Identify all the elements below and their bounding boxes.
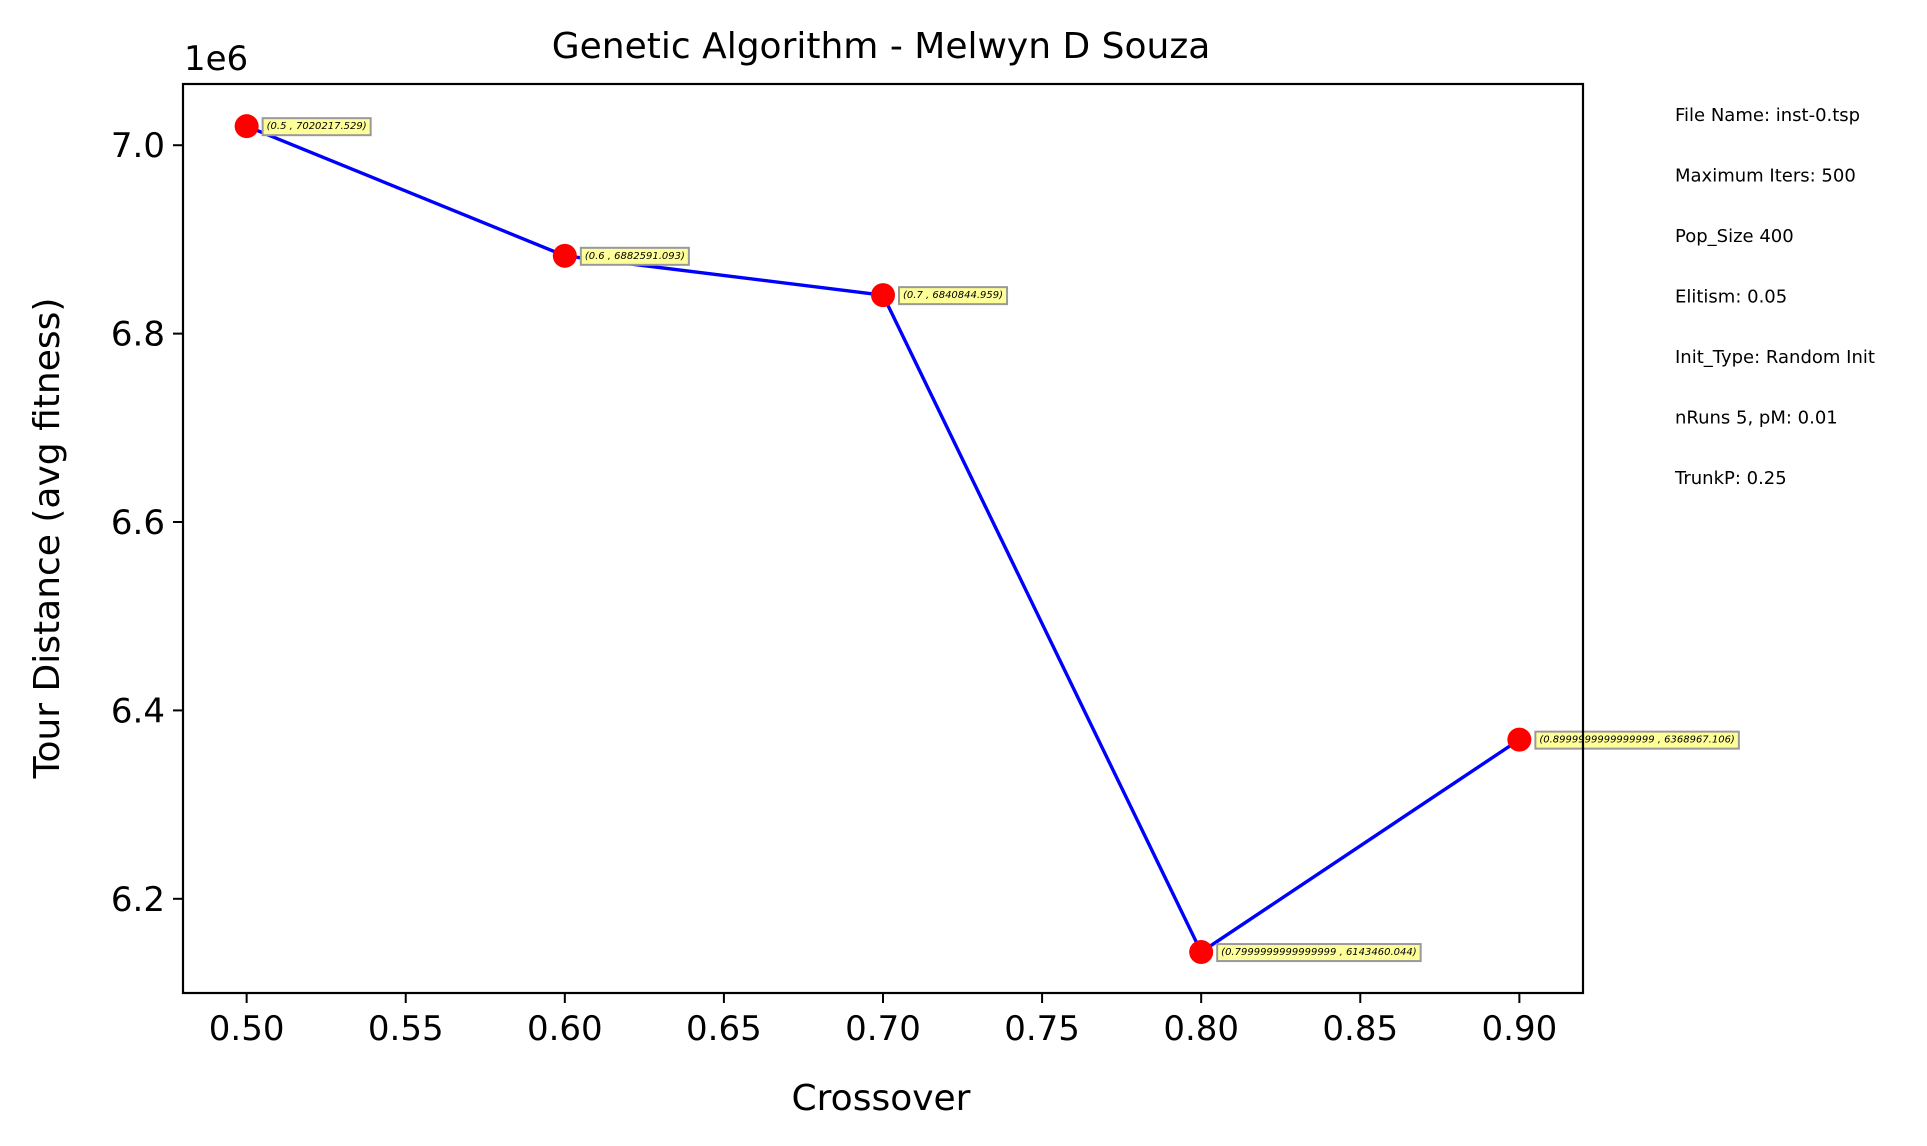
x-tick-label: 0.80: [1163, 1009, 1239, 1049]
y-axis: 6.2 6.4 6.6 6.8 7.0: [111, 126, 183, 920]
annotation-text: (0.7 , 6840844.959): [903, 290, 1003, 301]
parameter-note: Pop_Size 400: [1675, 226, 1794, 247]
x-tick-label: 0.55: [368, 1009, 444, 1049]
annotation-text: (0.5 , 7020217.529): [267, 121, 367, 132]
x-tick-label: 0.75: [1004, 1009, 1080, 1049]
point-annotation: (0.8999999999999999 , 6368967.106): [1534, 730, 1740, 750]
parameter-note: TrunkP: 0.25: [1674, 468, 1787, 489]
annotation-text: (0.7999999999999999 , 6143460.044): [1221, 947, 1416, 958]
data-point: [871, 283, 895, 308]
point-annotation: (0.7999999999999999 , 6143460.044): [1216, 943, 1422, 963]
y-tick-label: 6.8: [111, 315, 165, 355]
x-axis: 0.50 0.55 0.60 0.65 0.70 0.75 0.80 0.85 0.90: [209, 993, 1557, 1049]
parameter-note: Init_Type: Random Init: [1675, 347, 1875, 368]
y-axis-label: Tour Distance (avg fitness): [27, 298, 68, 780]
x-tick-label: 0.70: [845, 1009, 921, 1049]
y-tick-label: 6.2: [111, 880, 165, 920]
x-tick-label: 0.85: [1322, 1009, 1398, 1049]
x-tick-label: 0.60: [527, 1009, 603, 1049]
point-annotation: (0.7 , 6840844.959): [898, 286, 1009, 306]
y-tick-label: 7.0: [111, 126, 165, 166]
plot-area: (0.5 , 7020217.529) (0.6 , 6882591.093) (0…: [234, 114, 1740, 965]
parameter-note: File Name: inst-0.tsp: [1675, 105, 1860, 126]
data-point: [1189, 940, 1214, 965]
y-offset-label: 1e6: [184, 39, 248, 79]
data-point: [234, 114, 259, 139]
point-annotation: (0.5 , 7020217.529): [261, 117, 372, 137]
annotation-box: [579, 246, 690, 266]
y-tick-label: 6.6: [111, 503, 165, 543]
y-tick-label: 6.4: [111, 691, 165, 731]
parameter-note: nRuns 5, pM: 0.01: [1675, 408, 1838, 429]
annotation-text: (0.6 , 6882591.093): [585, 251, 685, 262]
annotation-box: [1216, 943, 1422, 963]
chart-title: Genetic Algorithm - Melwyn D Souza: [552, 26, 1211, 67]
x-tick-label: 0.50: [209, 1009, 285, 1049]
x-tick-label: 0.65: [686, 1009, 762, 1049]
parameter-note: Elitism: 0.05: [1675, 287, 1787, 308]
parameter-note: Maximum Iters: 500: [1675, 166, 1856, 187]
annotation-box: [261, 117, 372, 137]
annotation-box: [898, 286, 1009, 306]
data-point: [1507, 727, 1532, 752]
x-tick-label: 0.90: [1482, 1009, 1558, 1049]
point-annotation: (0.6 , 6882591.093): [579, 246, 690, 266]
data-point: [552, 243, 577, 268]
run-parameters: File Name: inst-0.tsp Maximum Iters: 500 P…: [1674, 105, 1875, 489]
x-axis-label: Crossover: [792, 1078, 971, 1119]
annotation-box: [1534, 730, 1740, 750]
annotation-text: (0.8999999999999999 , 6368967.106): [1539, 735, 1734, 746]
